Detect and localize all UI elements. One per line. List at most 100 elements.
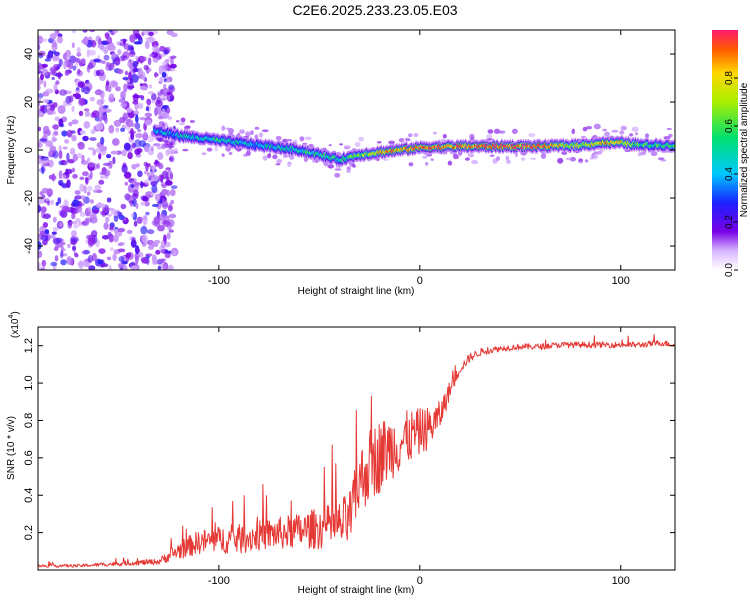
- halo-speckle: [557, 157, 564, 164]
- noise-speckle: [48, 234, 56, 239]
- noise-speckle: [144, 179, 150, 186]
- snr-xtick-label: -100: [208, 575, 230, 587]
- noise-speckle: [61, 130, 68, 137]
- snr-series-line: [38, 334, 675, 568]
- noise-speckle: [144, 119, 152, 126]
- halo-speckle: [228, 151, 233, 156]
- noise-speckle: [70, 221, 78, 225]
- noise-speckle: [151, 165, 156, 173]
- noise-speckle: [41, 166, 45, 175]
- halo-speckle: [593, 123, 601, 130]
- noise-speckle: [89, 30, 96, 33]
- noise-speckle: [42, 213, 51, 219]
- noise-speckle: [161, 105, 169, 109]
- noise-speckle: [41, 234, 49, 241]
- noise-speckle: [129, 34, 136, 43]
- halo-speckle: [339, 143, 343, 146]
- noise-speckle: [167, 264, 174, 270]
- spectrogram-ytick-label: -20: [23, 190, 35, 206]
- noise-speckle: [118, 256, 125, 263]
- noise-speckle: [133, 41, 142, 45]
- halo-speckle: [275, 163, 281, 166]
- noise-speckle: [150, 146, 154, 151]
- noise-speckle: [77, 221, 82, 227]
- noise-speckle: [64, 70, 70, 76]
- noise-speckle: [63, 60, 67, 70]
- halo-speckle: [275, 135, 282, 141]
- noise-speckle: [40, 73, 44, 81]
- noise-speckle: [143, 215, 148, 225]
- noise-speckle: [83, 121, 91, 129]
- noise-speckle: [97, 203, 105, 208]
- halo-speckle: [512, 128, 518, 134]
- noise-speckle: [71, 119, 79, 125]
- halo-speckle: [346, 166, 351, 171]
- noise-speckle: [92, 209, 100, 214]
- noise-speckle: [53, 83, 58, 92]
- halo-speckle: [486, 134, 493, 139]
- spectrogram-xlabel: Height of straight line (km): [298, 286, 415, 297]
- noise-speckle: [129, 77, 134, 84]
- noise-speckle: [50, 261, 58, 267]
- noise-speckle: [79, 211, 86, 217]
- noise-speckle: [39, 138, 48, 142]
- halo-speckle: [354, 141, 361, 147]
- noise-speckle: [40, 267, 46, 270]
- halo-speckle: [201, 152, 207, 155]
- noise-speckle: [40, 38, 48, 42]
- halo-speckle: [267, 153, 272, 159]
- noise-speckle: [68, 121, 73, 127]
- noise-speckle: [100, 136, 105, 145]
- noise-speckle: [51, 55, 60, 62]
- noise-speckle: [76, 87, 80, 91]
- halo-speckle: [258, 132, 264, 138]
- colorbar-tick-label: 0.2: [724, 215, 735, 229]
- noise-speckle: [44, 58, 52, 62]
- noise-speckle: [134, 148, 141, 155]
- halo-speckle: [262, 155, 268, 161]
- halo-speckle: [180, 117, 186, 123]
- noise-speckle: [94, 184, 102, 191]
- noise-speckle: [169, 172, 174, 180]
- noise-speckle: [140, 180, 144, 189]
- noise-speckle: [51, 231, 57, 235]
- noise-speckle: [41, 259, 47, 267]
- noise-speckle: [145, 191, 154, 198]
- halo-speckle: [243, 153, 248, 157]
- noise-speckle: [75, 57, 79, 63]
- halo-speckle: [668, 133, 673, 138]
- noise-speckle: [52, 226, 59, 232]
- noise-speckle: [108, 30, 112, 33]
- noise-speckle: [147, 91, 155, 95]
- noise-speckle: [60, 160, 68, 166]
- halo-speckle: [561, 151, 568, 155]
- noise-speckle: [126, 229, 133, 234]
- halo-speckle: [388, 140, 396, 145]
- halo-speckle: [221, 125, 226, 131]
- colorbar-label: Normalized spectral amplitude: [739, 82, 750, 217]
- noise-speckle: [103, 222, 109, 230]
- halo-speckle: [604, 131, 611, 137]
- noise-speckle: [71, 134, 77, 142]
- noise-speckle: [43, 80, 47, 88]
- noise-speckle: [66, 53, 71, 60]
- noise-speckle: [166, 91, 172, 96]
- noise-speckle: [45, 88, 54, 94]
- noise-speckle: [161, 200, 169, 210]
- noise-speckle: [168, 219, 175, 227]
- noise-speckle: [126, 195, 134, 203]
- noise-speckle: [78, 59, 84, 67]
- halo-speckle: [467, 153, 475, 158]
- noise-speckle: [74, 195, 83, 200]
- noise-speckle: [86, 185, 93, 192]
- halo-speckle: [168, 145, 175, 148]
- snr-xtick-label: 0: [417, 575, 423, 587]
- halo-speckle: [261, 129, 269, 133]
- noise-speckle: [77, 81, 85, 88]
- halo-speckle: [206, 147, 213, 152]
- ridge-cell: [672, 144, 675, 148]
- noise-speckle: [123, 142, 131, 151]
- noise-speckle: [151, 100, 156, 104]
- noise-speckle: [110, 150, 119, 155]
- noise-speckle: [87, 147, 95, 151]
